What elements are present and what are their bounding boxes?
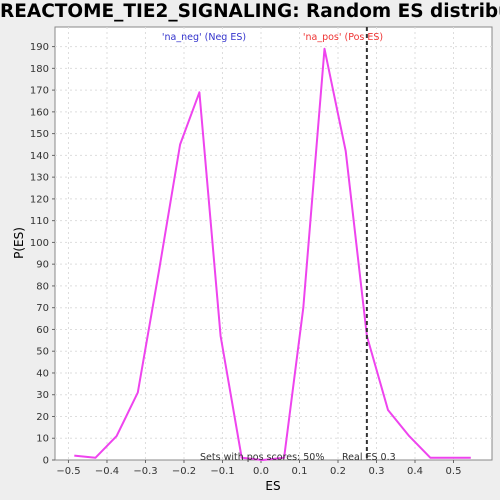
- y-tick-label: 150: [30, 129, 49, 140]
- neg-annotation: 'na_neg' (Neg ES): [162, 32, 246, 43]
- x-axis-label: ES: [265, 479, 280, 493]
- grid: [55, 27, 492, 460]
- y-tick-label: 50: [36, 347, 49, 358]
- y-tick-label: 130: [30, 173, 49, 184]
- y-tick-label: 40: [36, 368, 49, 379]
- y-tick-label: 20: [36, 412, 49, 423]
- y-tick-label: 80: [36, 281, 49, 292]
- x-tick-label: −0.2: [172, 466, 196, 477]
- x-tick-label: 0.2: [330, 466, 346, 477]
- x-tick-label: −0.3: [133, 466, 157, 477]
- pos-annotation: 'na_pos' (Pos ES): [303, 32, 383, 43]
- y-tick-label: 170: [30, 86, 49, 97]
- x-tick-label: −0.5: [56, 466, 80, 477]
- x-tick-label: −0.4: [95, 466, 119, 477]
- x-axis: −0.5 −0.4 −0.3 −0.2 −0.1 0.0 0.1 0.2 0.3 0.4 0.5: [56, 460, 461, 477]
- chart-title: REACTOME_TIE2_SIGNALING: Random ES distr…: [0, 1, 500, 22]
- x-tick-label: 0.4: [407, 466, 423, 477]
- y-tick-label: 30: [36, 390, 49, 401]
- y-tick-label: 110: [30, 216, 49, 227]
- y-tick-label: 90: [36, 260, 49, 271]
- x-tick-label: 0.0: [253, 466, 269, 477]
- y-axis: 0 10 20 30 40 50 60 70 80 90 100 110 120 130 140 150 160…: [30, 42, 55, 467]
- x-tick-label: −0.1: [210, 466, 234, 477]
- y-tick-label: 70: [36, 303, 49, 314]
- y-tick-label: 100: [30, 238, 49, 249]
- x-tick-label: 0.3: [369, 466, 385, 477]
- x-tick-label: 0.5: [446, 466, 462, 477]
- es-distribution-line: [74, 47, 471, 461]
- y-tick-label: 60: [36, 325, 49, 336]
- y-tick-label: 140: [30, 151, 49, 162]
- sets-annotation: Sets with pos scores: 50%: [200, 452, 324, 463]
- y-tick-label: 190: [30, 42, 49, 53]
- y-tick-label: 180: [30, 64, 49, 75]
- y-tick-label: 120: [30, 194, 49, 205]
- y-tick-label: 0: [43, 456, 49, 467]
- real-es-annotation: Real ES 0.3: [342, 452, 396, 463]
- y-tick-label: 10: [36, 434, 49, 445]
- x-tick-label: 0.1: [292, 466, 308, 477]
- plot-area: [54, 26, 493, 461]
- y-tick-label: 160: [30, 107, 49, 118]
- y-axis-label: P(ES): [12, 227, 26, 259]
